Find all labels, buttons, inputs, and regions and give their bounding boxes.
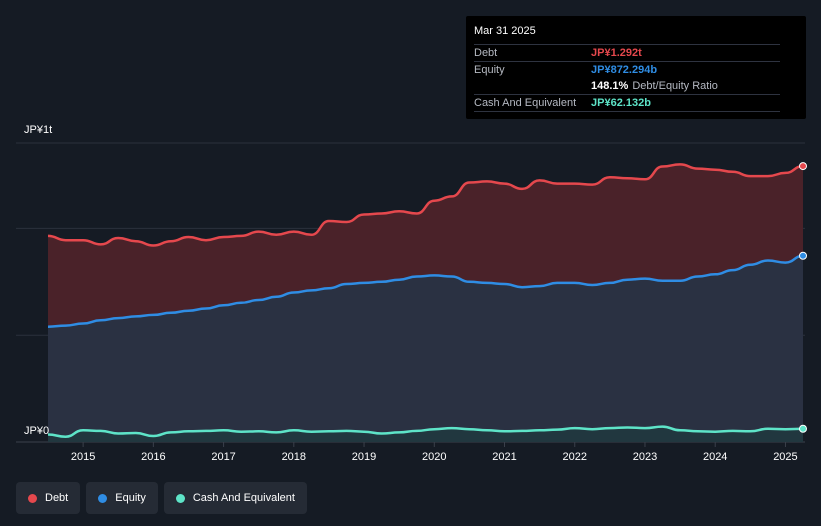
tooltip-cash-value: JP¥62.132b [591, 97, 651, 109]
x-tick-label-2017: 2017 [211, 451, 235, 463]
tooltip-debt-value: JP¥1.292t [591, 47, 642, 59]
legend-item-equity[interactable]: Equity [86, 482, 158, 514]
y-tick-label-zero: JP¥0 [24, 425, 50, 437]
y-tick-label-top: JP¥1t [24, 124, 53, 136]
tooltip-ratio-label: Debt/Equity Ratio [632, 80, 718, 92]
cash-area [48, 426, 803, 442]
x-tick-label-2022: 2022 [563, 451, 587, 463]
legend-debt-dot [28, 493, 37, 503]
x-tick-label-2019: 2019 [352, 451, 376, 463]
x-tick-label-2020: 2020 [422, 451, 446, 463]
x-axis: 2015 2016 2017 2018 2019 2020 2021 2022 2023 2024… [71, 442, 798, 463]
tooltip-equity-label: Equity [474, 64, 505, 76]
x-tick-label-2018: 2018 [282, 451, 306, 463]
x-tick-label-2023: 2023 [633, 451, 657, 463]
tooltip-row-ratio: 148.1% Debt/Equity Ratio [474, 78, 780, 94]
tooltip-row-debt: Debt JP¥1.292t [474, 44, 780, 61]
tooltip-ratio-value: 148.1% [591, 80, 629, 92]
tooltip-row-cash: Cash And Equivalent JP¥62.132b [474, 94, 780, 112]
tooltip-row-equity: Equity JP¥872.294b [474, 61, 780, 78]
cash-line [47, 425, 804, 438]
legend-cash-dot [175, 493, 185, 503]
legend-item-cash[interactable]: Cash And Equivalent [163, 482, 307, 514]
legend-debt-label: Debt [45, 492, 69, 504]
legend-equity-label: Equity [115, 492, 146, 504]
x-tick-label-2016: 2016 [141, 451, 165, 463]
x-tick-label-2015: 2015 [71, 451, 95, 463]
equity-area [48, 255, 803, 442]
debt-line [47, 163, 804, 247]
equity-end-point [799, 251, 807, 260]
debt-end-point [799, 162, 807, 171]
tooltip-equity-value: JP¥872.294b [591, 64, 658, 76]
data-tooltip: Mar 31 2025 Debt JP¥1.292t Equity JP¥872… [466, 16, 806, 119]
chart-series-areas [48, 164, 803, 442]
x-tick-label-2025: 2025 [773, 451, 797, 463]
chart-series-lines [47, 162, 807, 438]
cash-end-point [799, 424, 807, 433]
tooltip-date: Mar 31 2025 [474, 25, 536, 37]
chart-legend: Debt Equity Cash And Equivalent [16, 482, 307, 514]
equity-line [47, 254, 804, 328]
tooltip-debt-label: Debt [474, 47, 498, 59]
legend-equity-dot [98, 493, 108, 503]
x-tick-label-2021: 2021 [492, 451, 516, 463]
tooltip-cash-label: Cash And Equivalent [474, 97, 577, 109]
legend-item-debt[interactable]: Debt [16, 482, 81, 514]
legend-cash-label: Cash And Equivalent [192, 492, 295, 504]
x-tick-label-2024: 2024 [703, 451, 727, 463]
